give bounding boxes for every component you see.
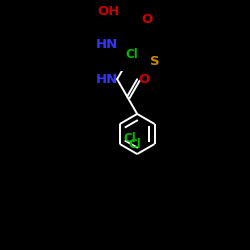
- Text: HN: HN: [96, 73, 118, 86]
- Text: O: O: [142, 13, 153, 26]
- Text: Cl: Cl: [128, 138, 141, 150]
- Text: O: O: [139, 73, 150, 86]
- Text: S: S: [150, 55, 159, 68]
- Text: Cl: Cl: [125, 48, 138, 61]
- Text: OH: OH: [97, 4, 120, 18]
- Text: HN: HN: [96, 38, 118, 51]
- Text: Cl: Cl: [124, 132, 136, 145]
